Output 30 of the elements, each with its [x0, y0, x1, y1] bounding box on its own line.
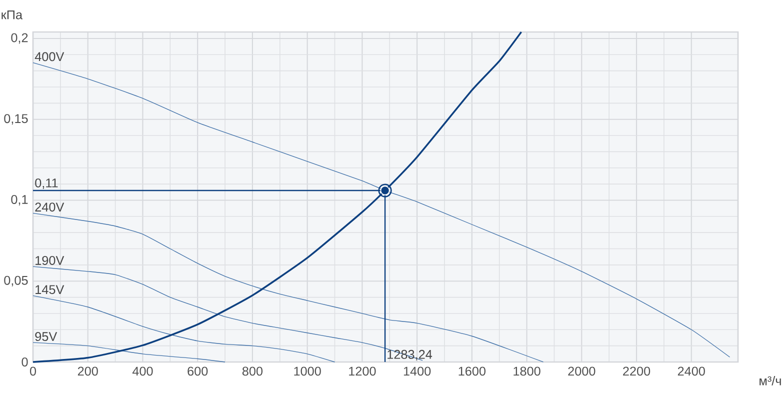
line-series [32, 342, 226, 362]
series-label: 400V [34, 52, 64, 62]
x-tick-label: 1400 [404, 366, 431, 376]
x-tick-label: 2400 [678, 366, 705, 376]
y-tick-label: 0 [22, 358, 28, 366]
x-tick-label: 800 [242, 366, 263, 376]
series-label: 95V [35, 332, 58, 341]
series-label: 145V [36, 285, 64, 294]
x-tick-label: 1800 [514, 366, 540, 376]
x-axis-title: м³/ч [760, 376, 781, 386]
x-tick-label: 2000 [568, 366, 596, 376]
annotation: 0,11 [35, 178, 58, 189]
x-tick-label: 1200 [349, 366, 376, 376]
line-series [32, 31, 522, 363]
x-tick-label: 0 [30, 366, 36, 376]
series-label: 240V [35, 202, 64, 212]
line-series [32, 212, 544, 362]
y-tick-label: 0,2 [11, 33, 28, 44]
y-axis-title: кПа [2, 10, 23, 20]
x-tick-label: 600 [188, 366, 208, 376]
line-series [32, 295, 336, 362]
x-tick-label: 1600 [458, 366, 486, 376]
y-tick-label: 0,05 [4, 276, 28, 286]
series-label: 190V [36, 256, 64, 265]
x-tick-label: 1000 [294, 366, 321, 376]
x-tick-label: 200 [78, 366, 98, 376]
y-tick-label: 0,15 [4, 114, 28, 125]
y-tick-label: 0,1 [11, 195, 28, 206]
x-tick-label: 2200 [623, 366, 650, 376]
x-tick-label: 400 [132, 366, 153, 376]
